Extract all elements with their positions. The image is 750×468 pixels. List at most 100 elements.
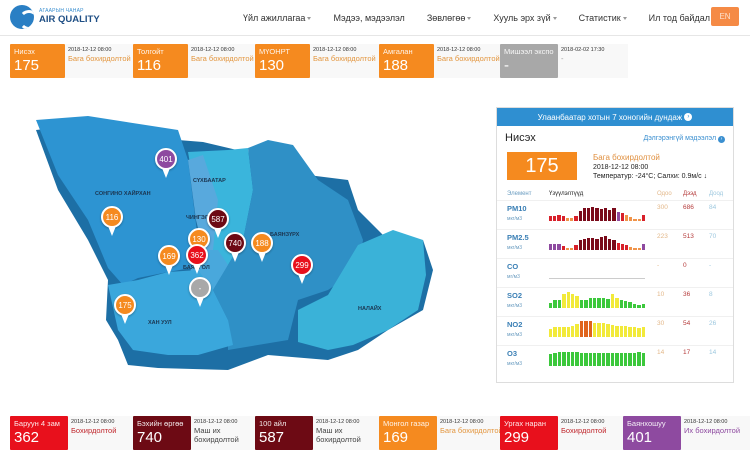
station-card[interactable]: Мишээл экспо -2018-02-02 17:30- (500, 44, 628, 78)
station-status: Бага бохирдолтой (191, 54, 254, 63)
menu-item-4[interactable]: Статистик (579, 13, 627, 23)
station-card[interactable]: 100 айл 587 2018-12-12 08:00 Маш их бохирдо… (255, 416, 383, 450)
station-pin[interactable]: 188 (251, 232, 273, 266)
value-min: 70 (709, 233, 717, 240)
trend-bar (633, 248, 637, 250)
trend-bar (553, 353, 557, 366)
station-aqi-box: Толгойт 116 (133, 44, 188, 78)
menu-item-5[interactable]: Ил тод байдал (649, 13, 716, 23)
trend-bar (619, 353, 623, 366)
station-card[interactable]: Амгалан 188 2018-12-12 08:00 Бага бохирдолт… (379, 44, 504, 78)
menu-item-label: Ил тод байдал (648, 13, 710, 23)
trend-bar (571, 325, 575, 337)
trend-sparkline (549, 292, 645, 308)
station-info: 2018-12-12 08:00 Бага бохирдолтой (434, 44, 504, 78)
trend-bar (582, 238, 586, 250)
district-bayanzurkh[interactable] (213, 140, 363, 350)
station-time: 2018-12-12 08:00 (68, 47, 112, 53)
pin-value: 740 (224, 232, 246, 254)
trend-bar (601, 353, 606, 366)
trend-bar (561, 216, 565, 221)
main-menu: Үйл ажиллагаа Мэдээ, мэдээлэл Зөвлөгөө Хуул… (243, 0, 738, 36)
pin-tail-icon (193, 264, 201, 274)
pin-value: 188 (251, 232, 273, 254)
station-card[interactable]: Нисэх 175 2018-12-12 08:00 Бага бохирдолтой (10, 44, 135, 78)
station-card[interactable]: МҮОНРТ 130 2018-12-12 08:00 Бага бохирдолто… (255, 44, 380, 78)
station-card[interactable]: Бэхийн өргөө 740 2018-12-12 08:00 Маш их бо… (133, 416, 261, 450)
station-card[interactable]: Ургах наран 299 2018-12-12 08:00 Бохирдолто… (500, 416, 628, 450)
menu-item-1[interactable]: Мэдээ, мэдээлэл (333, 13, 404, 23)
trend-bar (606, 299, 610, 308)
trend-bar (579, 353, 584, 366)
trend-bar (628, 302, 632, 308)
trend-bar (624, 215, 629, 221)
district-nalaikh[interactable] (298, 230, 426, 350)
station-card[interactable]: Баруун 4 зам 362 2018-12-12 08:00 Бохирдолт… (10, 416, 138, 450)
station-pin[interactable]: 299 (291, 254, 313, 288)
trend-bar (606, 353, 610, 366)
station-time: 2018-12-12 08:00 (316, 419, 360, 425)
district-chingeltei[interactable] (188, 155, 218, 260)
trend-bar (553, 327, 557, 337)
station-pin[interactable]: - (189, 277, 211, 311)
station-pin[interactable]: 587 (207, 208, 229, 242)
menu-item-label: Үйл ажиллагаа (243, 13, 306, 23)
value-max: 17 (683, 349, 691, 356)
trend-bar (591, 238, 595, 250)
station-aqi-box: Нисэх 175 (10, 44, 65, 78)
menu-item-0[interactable]: Үйл ажиллагаа (243, 13, 312, 23)
language-button[interactable]: EN (711, 7, 739, 26)
station-pin[interactable]: 169 (158, 245, 180, 279)
station-card[interactable]: Толгойт 116 2018-12-12 08:00 Бага бохирдолт… (133, 44, 258, 78)
trend-sparkline (549, 263, 645, 279)
trend-bar (619, 325, 623, 337)
pin-tail-icon (165, 265, 173, 275)
panel-header[interactable]: Улаанбаатар хотын 7 хоногийн дундаж › (497, 108, 733, 126)
more-info-link[interactable]: Дэлгэрэнгүй мэдээлэл › (643, 135, 725, 143)
station-pin[interactable]: 401 (155, 148, 177, 182)
pollutant-row: SO2 мкг/м3 10 36 8 (497, 287, 733, 316)
trend-bar (578, 240, 582, 250)
station-card[interactable]: Монгол газар 169 2018-12-12 08:00 Бага бохи… (379, 416, 507, 450)
weekly-average-panel: Улаанбаатар хотын 7 хоногийн дундаж › Ни… (496, 107, 734, 383)
pollutant-row: NO2 мкг/м3 30 54 26 (497, 316, 733, 345)
trend-bar (637, 219, 641, 221)
trend-bar (584, 321, 588, 337)
station-card[interactable]: Баянхошуу 401 2018-12-12 08:00 Их бохирдолт… (623, 416, 750, 450)
value-now: - (657, 262, 660, 269)
trend-bar (584, 300, 588, 308)
trend-bar (588, 353, 593, 366)
pollutant-name: O3 (507, 349, 518, 358)
trend-bar (565, 217, 570, 221)
logo-title: AIR QUALITY (39, 14, 100, 26)
district-label: СҮХБААТАР (193, 178, 226, 184)
pin-tail-icon (298, 274, 306, 284)
pollutant-row: O3 мкг/м3 14 17 14 (497, 345, 733, 374)
col-now: Одоо (657, 191, 672, 197)
station-pin[interactable]: 116 (101, 206, 123, 240)
station-time: 2018-12-12 08:00 (440, 419, 484, 425)
value-min: 26 (709, 320, 717, 327)
trend-bar (632, 327, 637, 337)
trend-bar (566, 326, 571, 337)
trend-bar (615, 325, 619, 337)
trend-bar (549, 354, 553, 366)
weather-text: Температур: -24°C; Салхи: 0.9м/с (593, 173, 702, 180)
station-status: - (561, 54, 564, 63)
trend-bar (619, 300, 623, 308)
logo[interactable]: АГААРЫН ЧАНАР AIR QUALITY (10, 5, 100, 29)
menu-item-2[interactable]: Зөвлөгөө (427, 13, 472, 23)
station-pin[interactable]: 175 (114, 294, 136, 328)
menu-item-3[interactable]: Хууль эрх зүй (493, 13, 557, 23)
station-pin[interactable]: 740 (224, 232, 246, 266)
trend-bar (612, 208, 616, 221)
station-aqi-box: Мишээл экспо - (500, 44, 558, 78)
trend-bar (608, 209, 612, 221)
panel-header-label: Улаанбаатар хотын 7 хоногийн дундаж (537, 112, 683, 122)
station-pin[interactable]: 362 (186, 244, 208, 278)
value-now: 223 (657, 233, 668, 240)
pollutant-row: CO мг/м3 - 0 - (497, 258, 733, 287)
menu-item-label: Зөвлөгөө (426, 13, 466, 23)
pollutant-unit: мг/м3 (507, 274, 520, 280)
station-info: 2018-12-12 08:00 Бага бохирдолтой (310, 44, 380, 78)
